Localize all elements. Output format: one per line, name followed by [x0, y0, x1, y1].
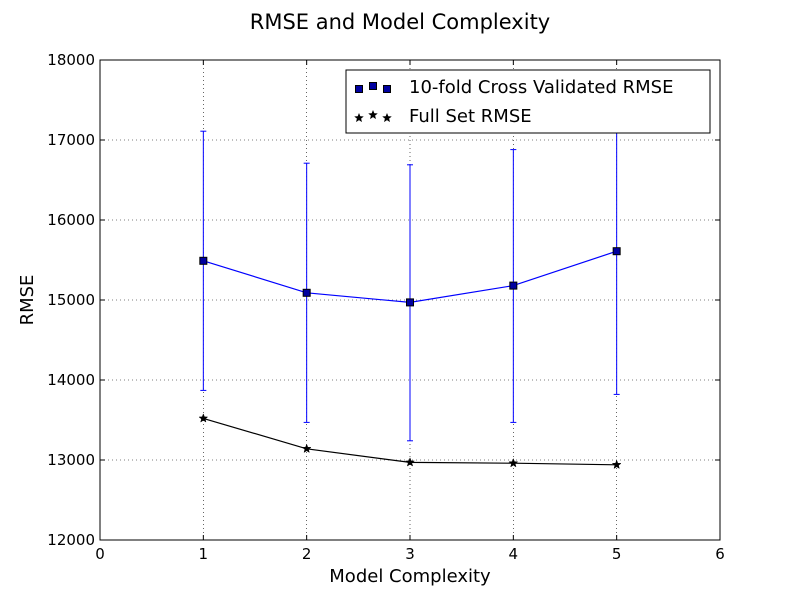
y-tick-label: 12000	[47, 531, 95, 549]
legend-marker	[355, 85, 363, 93]
legend-marker	[368, 109, 378, 120]
legend-marker	[369, 82, 377, 90]
y-axis: 12000 13000 14000 15000 16000 17000 18000	[47, 51, 720, 549]
legend-markers-full	[354, 109, 392, 123]
y-axis-title: RMSE	[17, 275, 38, 326]
data-point	[508, 457, 519, 468]
data-point	[611, 459, 622, 470]
legend-marker	[383, 85, 391, 93]
chart-title: RMSE and Model Complexity	[250, 10, 551, 34]
x-tick-label: 6	[715, 545, 725, 563]
data-point	[406, 298, 414, 307]
y-tick-label: 13000	[47, 451, 95, 469]
y-tick-label: 17000	[47, 131, 95, 149]
legend-markers-cv	[355, 82, 391, 93]
legend: 10-fold Cross Validated RMSE Full Set RM…	[345, 69, 711, 134]
x-axis-title: Model Complexity	[329, 566, 491, 587]
y-tick-label: 16000	[47, 211, 95, 229]
x-tick-label: 1	[199, 545, 209, 563]
series-cv-rmse	[199, 107, 621, 442]
x-tick-label: 3	[405, 545, 415, 563]
data-point	[302, 288, 311, 297]
x-axis: 0 1 2 3 4 5 6	[95, 60, 725, 563]
x-tick-label: 2	[302, 545, 312, 563]
data-point	[199, 256, 208, 265]
y-tick-label: 15000	[47, 291, 95, 309]
series-full-set-rmse	[198, 413, 622, 470]
data-point	[612, 247, 621, 256]
legend-label-cv: 10-fold Cross Validated RMSE	[409, 77, 673, 98]
data-point	[405, 457, 415, 467]
x-tick-label: 5	[612, 545, 622, 563]
y-tick-label: 14000	[47, 371, 95, 389]
data-point	[198, 413, 209, 423]
legend-marker	[354, 112, 364, 123]
x-tick-label: 0	[95, 545, 105, 563]
legend-label-full: Full Set RMSE	[409, 106, 532, 127]
series-layer	[198, 107, 622, 470]
legend-marker	[382, 112, 392, 123]
y-tick-label: 18000	[47, 51, 95, 69]
x-tick-label: 4	[509, 545, 519, 563]
data-point	[301, 443, 312, 454]
legend-box	[345, 69, 711, 134]
data-point	[509, 281, 518, 290]
